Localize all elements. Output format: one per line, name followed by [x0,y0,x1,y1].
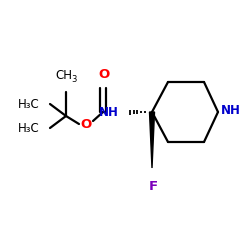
Text: H₃C: H₃C [18,98,40,110]
Text: NH: NH [221,104,241,118]
Text: NH: NH [99,106,119,118]
Text: H₃C: H₃C [18,122,40,134]
Text: 3: 3 [71,75,77,84]
Text: F: F [148,180,158,193]
Text: O: O [98,68,110,81]
Polygon shape [150,112,154,168]
Text: CH: CH [56,69,72,82]
Text: O: O [80,118,92,132]
